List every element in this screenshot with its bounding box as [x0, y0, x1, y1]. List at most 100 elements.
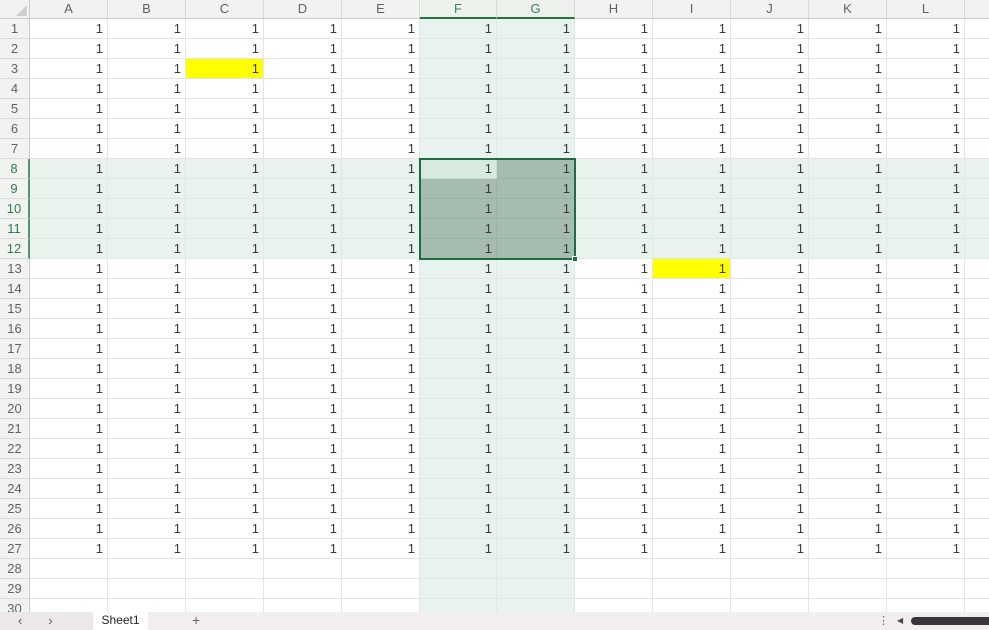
- cell-C15[interactable]: 1: [186, 299, 264, 319]
- cell-J4[interactable]: 1: [731, 79, 809, 99]
- cell-F23[interactable]: 1: [420, 459, 497, 479]
- next-sheet-button[interactable]: ›: [48, 613, 53, 628]
- cell-B5[interactable]: 1: [108, 99, 186, 119]
- cell-D16[interactable]: 1: [264, 319, 342, 339]
- cell-F18[interactable]: 1: [420, 359, 497, 379]
- cell-J5[interactable]: 1: [731, 99, 809, 119]
- cell-D21[interactable]: 1: [264, 419, 342, 439]
- cell-B6[interactable]: 1: [108, 119, 186, 139]
- cell-D20[interactable]: 1: [264, 399, 342, 419]
- cell-C17[interactable]: 1: [186, 339, 264, 359]
- cell-D12[interactable]: 1: [264, 239, 342, 259]
- cell-G20[interactable]: 1: [497, 399, 575, 419]
- cell-L27[interactable]: 1: [887, 539, 965, 559]
- cell-J26[interactable]: 1: [731, 519, 809, 539]
- column-header-H[interactable]: H: [575, 0, 653, 19]
- cell-I10[interactable]: 1: [653, 199, 731, 219]
- cell-C25[interactable]: 1: [186, 499, 264, 519]
- row-header-28[interactable]: 28: [0, 559, 30, 579]
- cell-L26[interactable]: 1: [887, 519, 965, 539]
- cell-G9[interactable]: 1: [497, 179, 575, 199]
- cell-L4[interactable]: 1: [887, 79, 965, 99]
- row-header-6[interactable]: 6: [0, 119, 30, 139]
- cell-E22[interactable]: 1: [342, 439, 420, 459]
- cell-G1[interactable]: 1: [497, 19, 575, 39]
- cell-G26[interactable]: 1: [497, 519, 575, 539]
- cell-B26[interactable]: 1: [108, 519, 186, 539]
- prev-sheet-button[interactable]: ‹: [18, 613, 23, 628]
- cell-I30[interactable]: [653, 599, 731, 612]
- row-header-18[interactable]: 18: [0, 359, 30, 379]
- cell-C10[interactable]: 1: [186, 199, 264, 219]
- cell-B16[interactable]: 1: [108, 319, 186, 339]
- cell-I2[interactable]: 1: [653, 39, 731, 59]
- cell-K15[interactable]: 1: [809, 299, 887, 319]
- cell-D27[interactable]: 1: [264, 539, 342, 559]
- cell-A6[interactable]: 1: [30, 119, 108, 139]
- cell-C3[interactable]: 1: [186, 59, 264, 79]
- cell-J6[interactable]: 1: [731, 119, 809, 139]
- cell-K23[interactable]: 1: [809, 459, 887, 479]
- cell-E25[interactable]: 1: [342, 499, 420, 519]
- cell-G10[interactable]: 1: [497, 199, 575, 219]
- cell-H20[interactable]: 1: [575, 399, 653, 419]
- cell-partial-row-19[interactable]: [965, 379, 989, 399]
- column-header-A[interactable]: A: [30, 0, 108, 19]
- cell-E12[interactable]: 1: [342, 239, 420, 259]
- cell-G3[interactable]: 1: [497, 59, 575, 79]
- cell-E29[interactable]: [342, 579, 420, 599]
- cell-I14[interactable]: 1: [653, 279, 731, 299]
- cell-E3[interactable]: 1: [342, 59, 420, 79]
- cell-G14[interactable]: 1: [497, 279, 575, 299]
- cell-K20[interactable]: 1: [809, 399, 887, 419]
- cell-C11[interactable]: 1: [186, 219, 264, 239]
- cell-L8[interactable]: 1: [887, 159, 965, 179]
- cell-A27[interactable]: 1: [30, 539, 108, 559]
- cell-A26[interactable]: 1: [30, 519, 108, 539]
- cell-partial-row-30[interactable]: [965, 599, 989, 612]
- cell-I28[interactable]: [653, 559, 731, 579]
- cell-B28[interactable]: [108, 559, 186, 579]
- cell-F5[interactable]: 1: [420, 99, 497, 119]
- cell-C9[interactable]: 1: [186, 179, 264, 199]
- cell-B21[interactable]: 1: [108, 419, 186, 439]
- cell-J12[interactable]: 1: [731, 239, 809, 259]
- sheet-tab-sheet1[interactable]: Sheet1: [93, 612, 148, 630]
- row-header-15[interactable]: 15: [0, 299, 30, 319]
- cell-I25[interactable]: 1: [653, 499, 731, 519]
- cell-J16[interactable]: 1: [731, 319, 809, 339]
- column-header-G[interactable]: G: [497, 0, 575, 19]
- add-sheet-button[interactable]: +: [192, 612, 201, 628]
- row-header-7[interactable]: 7: [0, 139, 30, 159]
- cell-H19[interactable]: 1: [575, 379, 653, 399]
- row-header-12[interactable]: 12: [0, 239, 30, 259]
- cell-K3[interactable]: 1: [809, 59, 887, 79]
- cell-A19[interactable]: 1: [30, 379, 108, 399]
- cell-K2[interactable]: 1: [809, 39, 887, 59]
- cell-partial-row-9[interactable]: [965, 179, 989, 199]
- cell-H3[interactable]: 1: [575, 59, 653, 79]
- cell-I11[interactable]: 1: [653, 219, 731, 239]
- cell-C5[interactable]: 1: [186, 99, 264, 119]
- row-header-14[interactable]: 14: [0, 279, 30, 299]
- cell-F3[interactable]: 1: [420, 59, 497, 79]
- cell-E20[interactable]: 1: [342, 399, 420, 419]
- cell-E28[interactable]: [342, 559, 420, 579]
- cell-D23[interactable]: 1: [264, 459, 342, 479]
- scroll-left-icon[interactable]: ◀: [897, 616, 904, 625]
- cell-I18[interactable]: 1: [653, 359, 731, 379]
- row-header-1[interactable]: 1: [0, 19, 30, 39]
- cell-L2[interactable]: 1: [887, 39, 965, 59]
- cell-A30[interactable]: [30, 599, 108, 612]
- cell-partial-row-6[interactable]: [965, 119, 989, 139]
- cell-D6[interactable]: 1: [264, 119, 342, 139]
- cell-H12[interactable]: 1: [575, 239, 653, 259]
- cell-B30[interactable]: [108, 599, 186, 612]
- cell-H7[interactable]: 1: [575, 139, 653, 159]
- cell-C13[interactable]: 1: [186, 259, 264, 279]
- cell-partial-row-17[interactable]: [965, 339, 989, 359]
- cell-F20[interactable]: 1: [420, 399, 497, 419]
- cell-K24[interactable]: 1: [809, 479, 887, 499]
- cell-H23[interactable]: 1: [575, 459, 653, 479]
- column-header-D[interactable]: D: [264, 0, 342, 19]
